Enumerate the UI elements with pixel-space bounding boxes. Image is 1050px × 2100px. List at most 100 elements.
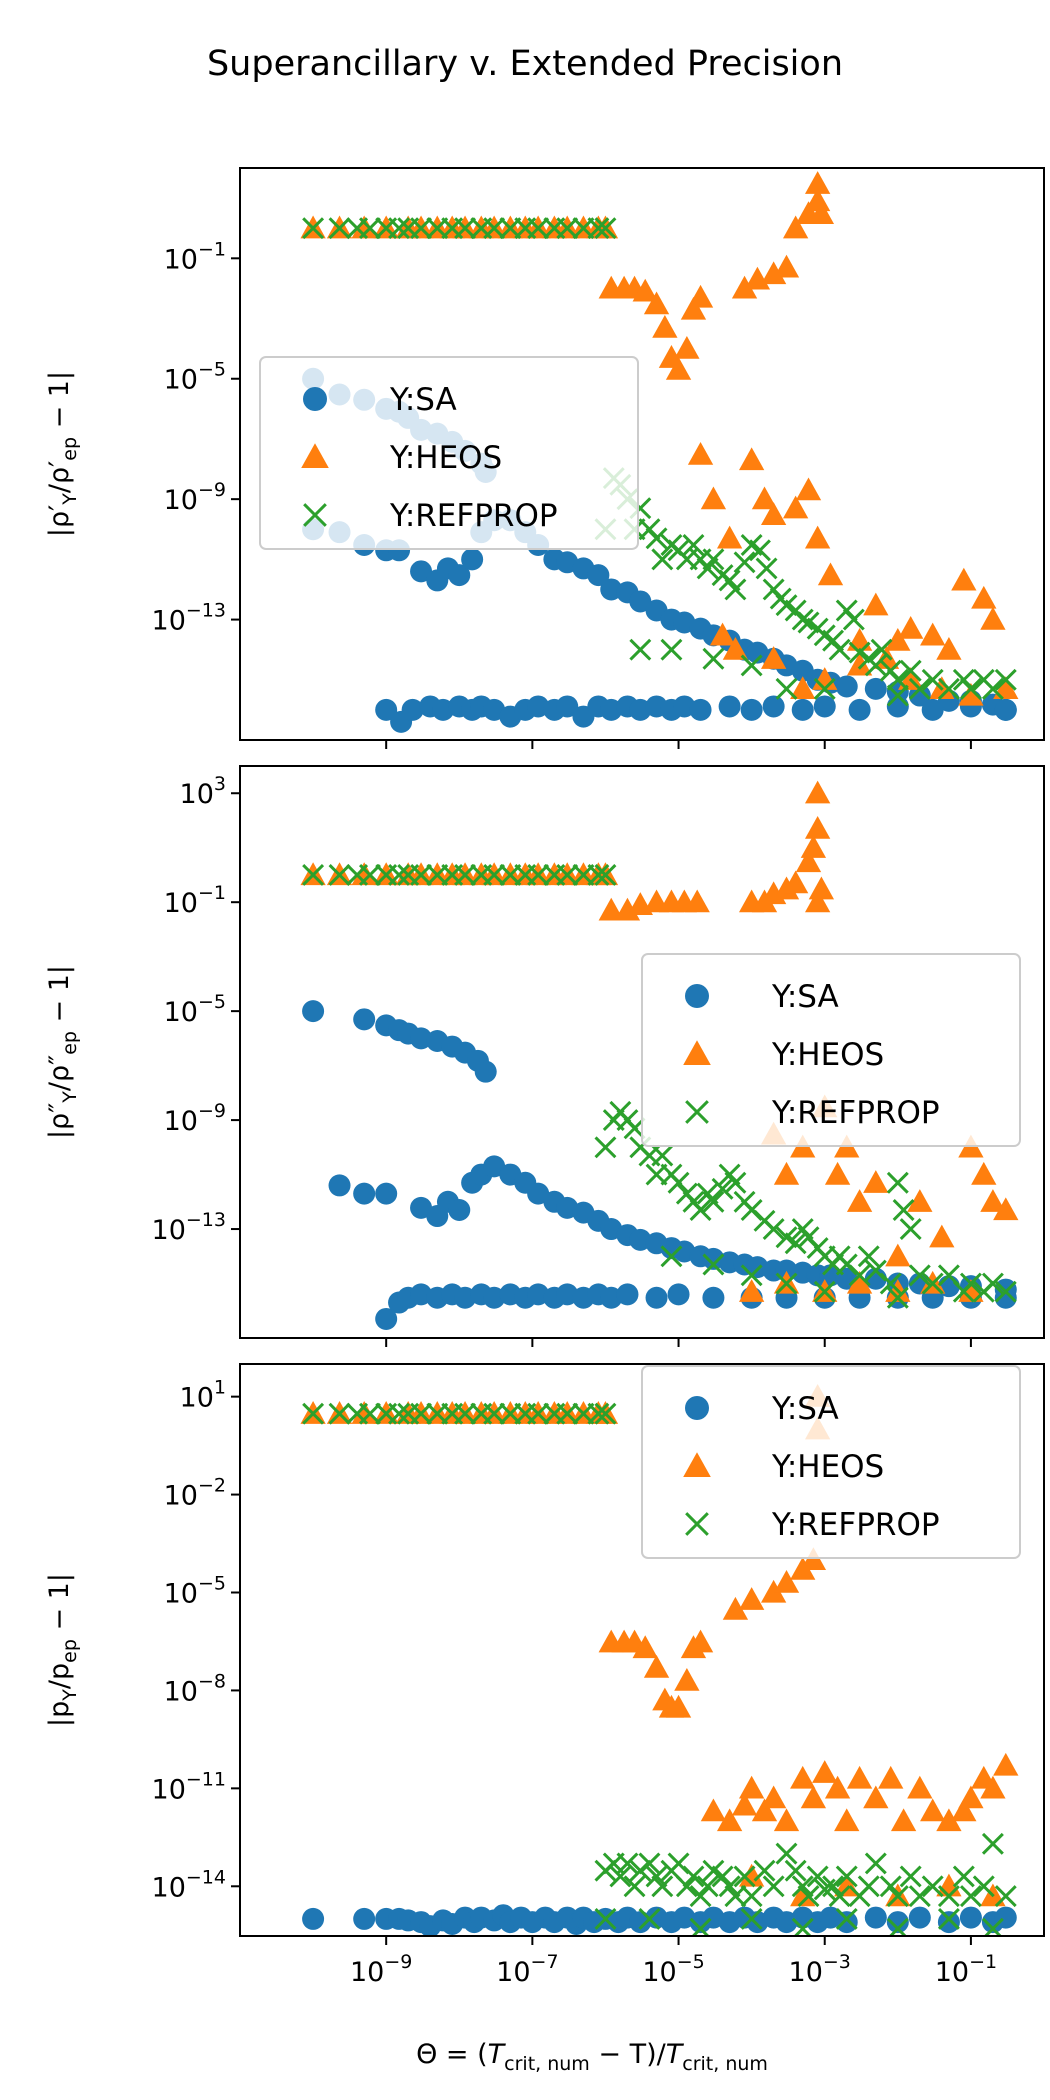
point-refprop — [959, 1885, 982, 1908]
point-heos — [878, 1765, 904, 1789]
point-refprop — [952, 1865, 975, 1888]
point-refprop — [892, 1199, 915, 1221]
point-refprop — [702, 1253, 725, 1276]
y-tick-label: 10−2 — [164, 1475, 226, 1512]
legend-marker-refprop — [303, 503, 327, 527]
point-sa — [410, 560, 433, 583]
point-sa — [959, 1906, 982, 1929]
point-heos — [760, 502, 787, 526]
point-refprop — [388, 217, 411, 240]
panel-3-frame — [239, 1363, 1045, 1937]
panels: 10−1 10−5 10−9 10−13 |ρ′Y/ρ′ep − 1| Y:SA Y:HEO… — [44, 167, 1045, 1988]
point-heos — [824, 1775, 851, 1799]
point-refprop — [972, 1875, 995, 1898]
x-tick-label: 10−5 — [642, 1951, 704, 1988]
point-sa — [483, 1155, 506, 1178]
point-sa — [401, 698, 424, 721]
point-sa — [908, 684, 931, 707]
point-refprop — [718, 1875, 741, 1898]
point-refprop — [388, 1402, 411, 1425]
point-refprop — [689, 1199, 712, 1221]
point-refprop — [908, 1264, 931, 1287]
point-sa — [937, 1911, 960, 1934]
point-sa — [302, 1000, 325, 1023]
point-heos — [760, 261, 787, 285]
point-refprop — [556, 863, 579, 886]
point-refprop — [454, 1402, 477, 1425]
point-heos — [800, 835, 827, 858]
point-sa — [353, 1182, 376, 1205]
legend-label-sa: Y:SA — [771, 1391, 839, 1427]
point-heos — [834, 1808, 860, 1832]
point-refprop — [724, 1171, 747, 1194]
y-tick-label: 101 — [180, 1377, 226, 1414]
point-heos — [971, 585, 997, 609]
point-sa — [864, 1906, 887, 1929]
point-refprop — [328, 1402, 351, 1425]
point-heos — [846, 652, 873, 676]
point-heos — [674, 1667, 700, 1691]
point-refprop — [682, 1865, 705, 1888]
point-heos — [936, 637, 962, 660]
point-refprop — [864, 654, 887, 677]
point-refprop — [937, 1907, 960, 1930]
point-refprop — [762, 1875, 785, 1898]
point-refprop — [702, 647, 725, 670]
point-sa — [616, 1283, 639, 1306]
point-refprop — [328, 217, 351, 240]
point-heos — [351, 215, 377, 239]
point-refprop — [483, 1402, 506, 1425]
panel-2-data — [300, 780, 1019, 1330]
panel-1-ylabel: |ρ′Y/ρ′ep − 1| — [44, 371, 81, 537]
point-refprop — [388, 863, 411, 886]
point-refprop — [959, 1272, 982, 1295]
point-refprop — [921, 1875, 944, 1898]
point-heos — [804, 816, 831, 839]
point-heos — [804, 525, 831, 549]
point-heos — [846, 1189, 873, 1212]
point-refprop — [784, 1232, 807, 1255]
point-sa — [353, 1907, 376, 1930]
y-tick-label: 10−8 — [164, 1670, 226, 1707]
point-refprop — [921, 668, 944, 691]
point-refprop — [740, 1885, 763, 1908]
point-heos — [738, 1775, 765, 1799]
point-sa — [791, 698, 814, 721]
x-tick-label: 10−3 — [789, 1951, 851, 1988]
point-sa — [718, 695, 741, 718]
point-refprop — [806, 1865, 829, 1888]
point-heos — [773, 1161, 800, 1185]
point-sa — [375, 698, 398, 721]
point-heos — [680, 296, 707, 320]
point-refprop — [762, 1218, 785, 1241]
point-refprop — [302, 863, 325, 886]
point-heos — [885, 627, 911, 651]
panel-2-legend: Y:SA Y:HEOS Y:REFPROP — [641, 953, 1021, 1147]
x-tick-label: 10−1 — [935, 1951, 997, 1988]
y-tick-label: 10−14 — [152, 1866, 226, 1903]
point-heos — [795, 477, 822, 501]
point-heos — [790, 1765, 816, 1789]
point-refprop — [629, 638, 652, 661]
point-heos — [804, 889, 831, 913]
point-refprop — [857, 1245, 880, 1268]
point-heos — [929, 1224, 955, 1248]
point-sa — [921, 698, 944, 721]
point-heos — [804, 780, 831, 804]
point-heos — [993, 1752, 1019, 1776]
point-sa — [864, 677, 887, 700]
point-sa — [410, 1196, 433, 1219]
point-sa — [353, 1008, 376, 1031]
point-refprop — [791, 608, 814, 631]
point-refprop — [791, 1875, 814, 1898]
point-heos — [863, 1785, 889, 1809]
point-heos — [993, 1197, 1019, 1221]
point-refprop — [623, 1875, 646, 1898]
point-refprop — [302, 1402, 325, 1425]
point-refprop — [740, 1907, 763, 1930]
point-refprop — [302, 217, 325, 240]
point-heos — [722, 1596, 749, 1620]
point-refprop — [797, 1885, 820, 1908]
legend-label-sa: Y:SA — [771, 979, 839, 1015]
point-heos — [824, 1161, 851, 1185]
